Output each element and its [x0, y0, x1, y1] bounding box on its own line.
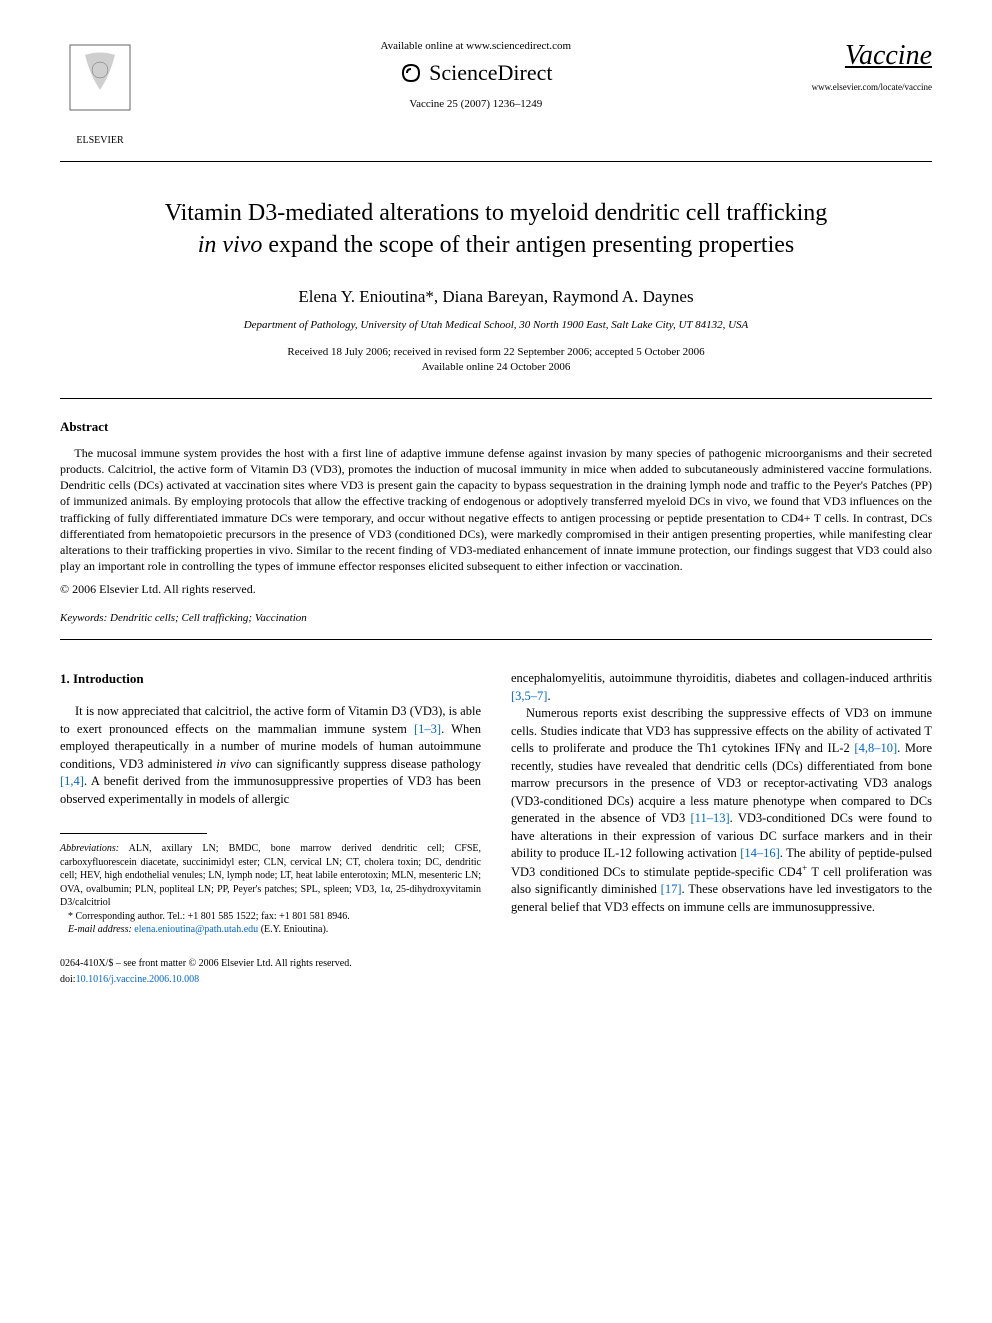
email-footnote: E-mail address: elena.enioutina@path.uta… [60, 923, 481, 937]
article-title: Vitamin D3-mediated alterations to myelo… [100, 197, 892, 262]
ref-link-7[interactable]: [17] [661, 882, 682, 896]
right-column: encephalomyelitis, autoimmune thyroiditi… [511, 670, 932, 987]
divider-2 [60, 639, 932, 640]
center-header: Available online at www.sciencedirect.co… [140, 40, 812, 110]
footer-doi: doi:10.1016/j.vaccine.2006.10.008 [60, 973, 481, 987]
intro-para-1-cont: encephalomyelitis, autoimmune thyroiditi… [511, 670, 932, 705]
ref-link-6[interactable]: [14–16] [740, 846, 780, 860]
abstract-heading: Abstract [60, 419, 932, 435]
title-italic: in vivo [198, 232, 263, 258]
email-suffix: (E.Y. Enioutina). [258, 924, 328, 935]
ref-link-2[interactable]: [1,4] [60, 774, 84, 788]
available-date: Available online 24 October 2006 [60, 361, 932, 373]
available-online-text: Available online at www.sciencedirect.co… [140, 40, 812, 52]
p1-italic: in vivo [216, 757, 251, 771]
body-columns: 1. Introduction It is now appreciated th… [60, 670, 932, 987]
keywords-values: Dendritic cells; Cell trafficking; Vacci… [107, 612, 306, 624]
title-line2-post: expand the scope of their antigen presen… [262, 232, 794, 258]
elsevier-text: ELSEVIER [60, 135, 140, 146]
received-dates: Received 18 July 2006; received in revis… [60, 346, 932, 358]
abstract-body: The mucosal immune system provides the h… [60, 446, 932, 573]
c2p1-post: . [547, 689, 550, 703]
ref-link-4[interactable]: [4,8–10] [854, 741, 897, 755]
p1-post: . A benefit derived from the immunosuppr… [60, 774, 481, 806]
vaccine-logo-text: Vaccine [812, 40, 932, 72]
abbreviations-footnote: Abbreviations: ALN, axillary LN; BMDC, b… [60, 842, 481, 910]
doi-label: doi: [60, 974, 76, 985]
authors: Elena Y. Enioutina*, Diana Bareyan, Raym… [60, 287, 932, 307]
elsevier-logo: ELSEVIER [60, 40, 140, 146]
p1-mid2: can significantly suppress disease patho… [251, 757, 481, 771]
ref-link-1[interactable]: [1–3] [414, 722, 441, 736]
keywords-line: Keywords: Dendritic cells; Cell traffick… [60, 612, 932, 624]
journal-citation: Vaccine 25 (2007) 1236–1249 [140, 98, 812, 110]
journal-url: www.elsevier.com/locate/vaccine [812, 82, 932, 92]
ref-link-3[interactable]: [3,5–7] [511, 689, 547, 703]
email-link[interactable]: elena.enioutina@path.utah.edu [132, 924, 258, 935]
keywords-label: Keywords: [60, 612, 107, 624]
divider-1 [60, 398, 932, 399]
intro-para-2: Numerous reports exist describing the su… [511, 705, 932, 916]
sciencedirect-logo: ScienceDirect [140, 60, 812, 86]
sd-icon [399, 61, 423, 85]
vaccine-logo-block: Vaccine www.elsevier.com/locate/vaccine [812, 40, 932, 92]
title-line1: Vitamin D3-mediated alterations to myelo… [165, 200, 828, 226]
left-column: 1. Introduction It is now appreciated th… [60, 670, 481, 987]
corresponding-author: * Corresponding author. Tel.: +1 801 585… [60, 910, 481, 924]
doi-link[interactable]: 10.1016/j.vaccine.2006.10.008 [76, 974, 200, 985]
header-bar: ELSEVIER Available online at www.science… [60, 40, 932, 162]
abstract-text: The mucosal immune system provides the h… [60, 445, 932, 575]
abbrev-text: ALN, axillary LN; BMDC, bone marrow deri… [60, 843, 481, 908]
sciencedirect-text: ScienceDirect [429, 60, 552, 86]
section-1-heading: 1. Introduction [60, 670, 481, 688]
c2p1-pre: encephalomyelitis, autoimmune thyroiditi… [511, 671, 932, 685]
email-label: E-mail address: [68, 924, 132, 935]
intro-para-1: It is now appreciated that calcitriol, t… [60, 703, 481, 808]
affiliation: Department of Pathology, University of U… [60, 319, 932, 331]
footnote-separator [60, 833, 207, 834]
ref-link-5[interactable]: [11–13] [691, 811, 730, 825]
footer-issn: 0264-410X/$ – see front matter © 2006 El… [60, 957, 481, 971]
copyright: © 2006 Elsevier Ltd. All rights reserved… [60, 582, 932, 597]
abbrev-label: Abbreviations: [60, 843, 119, 854]
